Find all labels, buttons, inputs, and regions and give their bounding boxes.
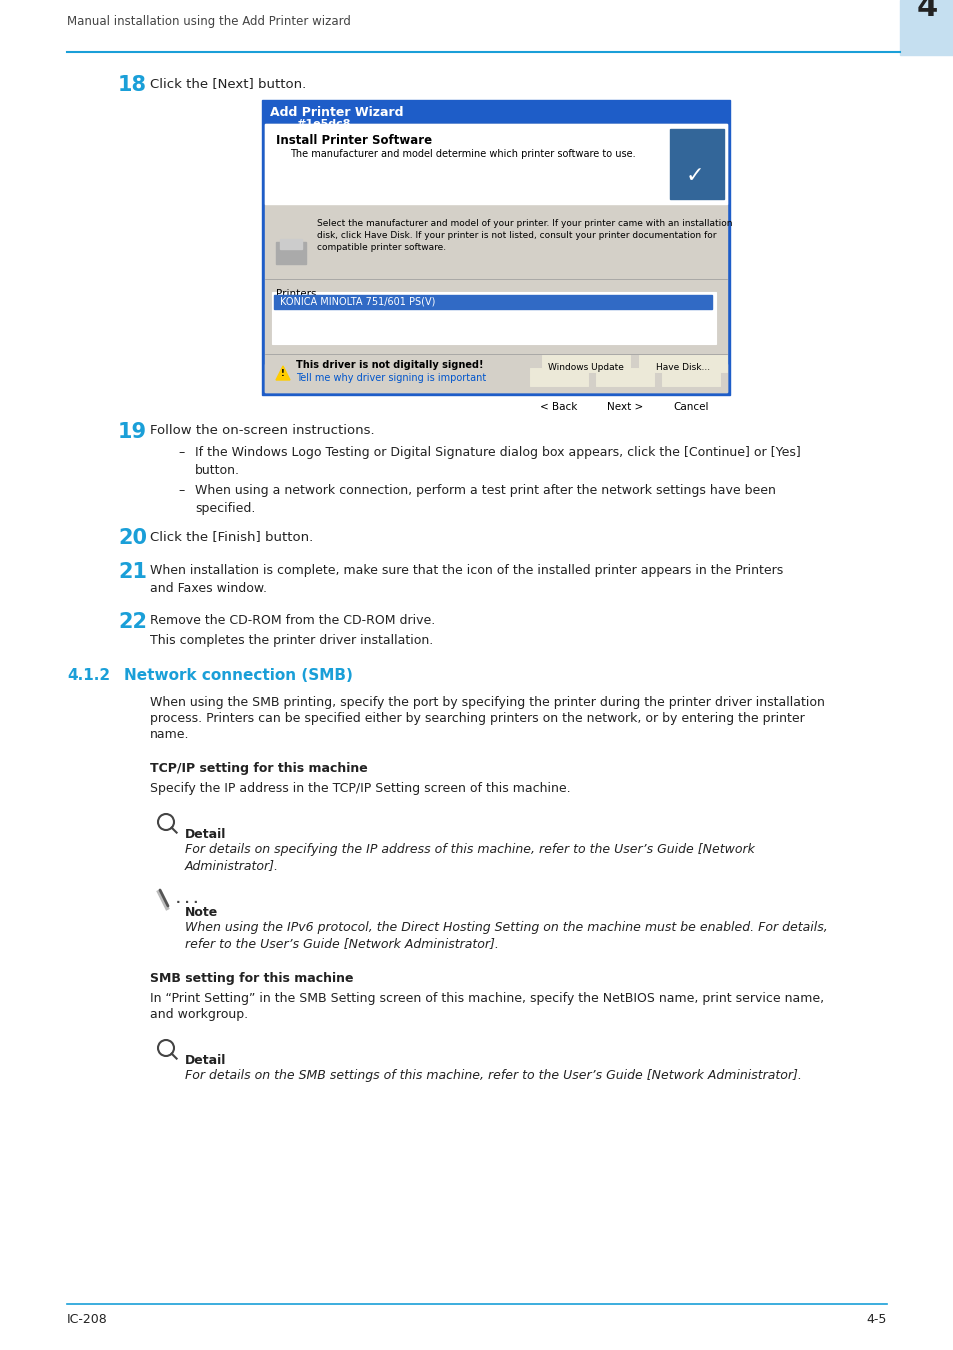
Text: Click the [Finish] button.: Click the [Finish] button. [150, 531, 313, 543]
Text: When installation is complete, make sure that the icon of the installed printer : When installation is complete, make sure… [150, 564, 782, 595]
Bar [265, 364, 726, 391]
Text: < Back: < Back [539, 402, 578, 412]
Text: 4.1.2: 4.1.2 [67, 668, 110, 683]
Text: 21: 21 [118, 562, 147, 582]
Text: Follow the on-screen instructions.: Follow the on-screen instructions. [150, 424, 375, 437]
Bar [275, 242, 306, 265]
Bar [530, 369, 587, 386]
Text: Install Printer Software: Install Printer Software [275, 134, 432, 147]
Text: Add Printer Wizard: Add Printer Wizard [270, 107, 403, 119]
Text: Cancel: Cancel [673, 402, 708, 412]
Text: #1e5dc8: #1e5dc8 [295, 119, 350, 130]
Bar [265, 124, 726, 204]
Text: KONICA MINOLTA 751/601 PS(V): KONICA MINOLTA 751/601 PS(V) [280, 297, 435, 306]
Bar [639, 355, 726, 373]
Text: This driver is not digitally signed!: This driver is not digitally signed! [295, 360, 483, 370]
Text: and workgroup.: and workgroup. [150, 1008, 248, 1021]
Text: Administrator].: Administrator]. [185, 859, 278, 872]
Text: When using the IPv6 protocol, the Direct Hosting Setting on the machine must be : When using the IPv6 protocol, the Direct… [185, 921, 827, 934]
Bar [669, 130, 723, 198]
Text: Specify the IP address in the TCP/IP Setting screen of this machine.: Specify the IP address in the TCP/IP Set… [150, 782, 570, 795]
Text: When using a network connection, perform a test print after the network settings: When using a network connection, perform… [194, 485, 775, 514]
Text: In “Print Setting” in the SMB Setting screen of this machine, specify the NetBIO: In “Print Setting” in the SMB Setting sc… [150, 992, 823, 1004]
Bar [265, 124, 726, 391]
Polygon shape [275, 366, 290, 379]
Text: IC-208: IC-208 [67, 1314, 108, 1326]
Text: Have Disk...: Have Disk... [656, 363, 709, 373]
Text: Note: Note [185, 906, 218, 919]
Bar [899, 0, 953, 55]
Text: !: ! [281, 369, 285, 378]
Bar [541, 355, 629, 373]
Text: 22: 22 [118, 612, 147, 632]
Text: Remove the CD-ROM from the CD-ROM drive.: Remove the CD-ROM from the CD-ROM drive. [150, 614, 435, 626]
Text: Tell me why driver signing is important: Tell me why driver signing is important [295, 373, 486, 383]
Text: Select the manufacturer and model of your printer. If your printer came with an : Select the manufacturer and model of you… [316, 219, 732, 252]
Text: name.: name. [150, 728, 190, 741]
Bar [262, 100, 729, 396]
Text: Next >: Next > [606, 402, 642, 412]
Bar [661, 369, 720, 386]
Bar [596, 369, 654, 386]
Text: This completes the printer driver installation.: This completes the printer driver instal… [150, 634, 433, 647]
Bar [274, 296, 711, 309]
Text: 19: 19 [118, 423, 147, 441]
Text: Printers: Printers [275, 289, 316, 298]
Text: . . .: . . . [175, 892, 198, 906]
Text: refer to the User’s Guide [Network Administrator].: refer to the User’s Guide [Network Admin… [185, 937, 498, 950]
Text: –: – [178, 446, 184, 459]
Text: When using the SMB printing, specify the port by specifying the printer during t: When using the SMB printing, specify the… [150, 697, 824, 709]
Bar [280, 239, 302, 248]
Text: Click the [Next] button.: Click the [Next] button. [150, 77, 306, 90]
Text: Detail: Detail [185, 828, 226, 841]
Text: If the Windows Logo Testing or Digital Signature dialog box appears, click the [: If the Windows Logo Testing or Digital S… [194, 446, 800, 477]
Text: For details on the SMB settings of this machine, refer to the User’s Guide [Netw: For details on the SMB settings of this … [185, 1069, 801, 1081]
Text: 18: 18 [118, 76, 147, 95]
Text: SMB setting for this machine: SMB setting for this machine [150, 972, 354, 986]
Text: TCP/IP setting for this machine: TCP/IP setting for this machine [150, 761, 367, 775]
Bar [272, 292, 716, 344]
Text: process. Printers can be specified either by searching printers on the network, : process. Printers can be specified eithe… [150, 711, 804, 725]
Text: Windows Update: Windows Update [547, 363, 623, 373]
Text: For details on specifying the IP address of this machine, refer to the User’s Gu: For details on specifying the IP address… [185, 842, 754, 856]
Text: Detail: Detail [185, 1054, 226, 1067]
Text: 4: 4 [916, 0, 937, 22]
Text: –: – [178, 485, 184, 497]
Text: Manual installation using the Add Printer wizard: Manual installation using the Add Printe… [67, 15, 351, 28]
Text: 20: 20 [118, 528, 147, 548]
Text: Network connection (SMB): Network connection (SMB) [124, 668, 353, 683]
Text: The manufacturer and model determine which printer software to use.: The manufacturer and model determine whi… [290, 148, 635, 159]
Text: 4-5: 4-5 [865, 1314, 886, 1326]
Text: ✓: ✓ [685, 166, 703, 186]
